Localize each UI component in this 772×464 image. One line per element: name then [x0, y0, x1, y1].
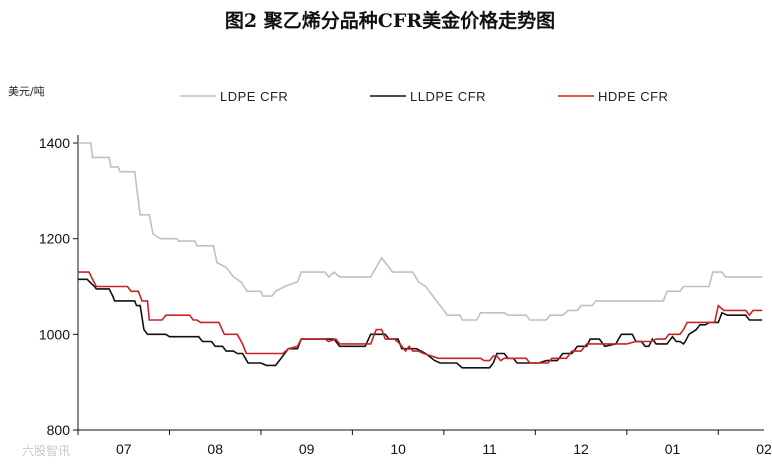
legend-label: LLDPE CFR: [410, 89, 486, 104]
legend-label: LDPE CFR: [220, 89, 288, 104]
series-line-lldpe-cfr: [78, 278, 763, 369]
x-tick-label: 02: [756, 441, 772, 457]
y-tick-label: 1000: [39, 326, 70, 342]
x-tick-label: 08: [207, 441, 223, 457]
x-tick-label: 11: [482, 441, 497, 457]
series-line-hdpe-cfr: [78, 271, 763, 364]
x-tick-label: 09: [299, 441, 315, 457]
tick-labels: 800 1000 1200 1400 07 08 09 10 11 12 01 02: [39, 135, 772, 457]
y-tick-label: 1200: [39, 231, 70, 247]
y-axis-unit: 美元/吨: [8, 85, 45, 98]
legend-label: HDPE CFR: [598, 89, 668, 104]
series-lines: [78, 142, 763, 369]
y-tick-label: 800: [47, 422, 71, 438]
series-line-ldpe-cfr: [78, 142, 763, 321]
x-tick-label: 01: [665, 441, 681, 457]
x-tick-label: 10: [390, 441, 406, 457]
y-tick-label: 1400: [39, 135, 70, 151]
legend: LDPE CFR LLDPE CFR HDPE CFR: [180, 89, 668, 104]
x-tick-label: 12: [573, 441, 589, 457]
x-tick-label: 07: [116, 441, 132, 457]
axes: [77, 135, 764, 431]
chart-title: 图2 聚乙烯分品种CFR美金价格走势图: [225, 9, 555, 32]
watermark: 六股智讯: [22, 443, 70, 458]
